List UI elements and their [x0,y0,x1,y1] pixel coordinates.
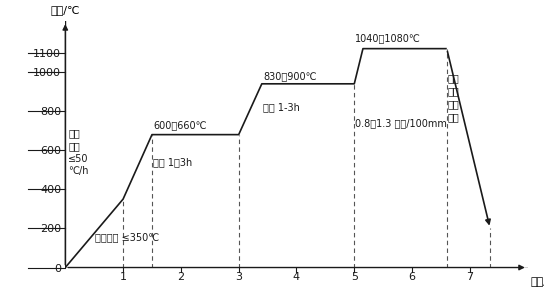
Text: 时间/h: 时间/h [530,276,544,286]
Text: 保温 1～3h: 保温 1～3h [153,157,193,167]
Text: 加热
速度
≤50
℃/h: 加热 速度 ≤50 ℃/h [68,128,89,176]
Text: 1040～1080℃: 1040～1080℃ [355,33,421,43]
Text: 入炉温度 ≤350℃: 入炉温度 ≤350℃ [95,232,159,242]
Text: 0.8～1.3 小时/100mm: 0.8～1.3 小时/100mm [355,118,447,128]
Text: 出炉
低温
快速
水冷: 出炉 低温 快速 水冷 [448,73,460,122]
Text: 温度/℃: 温度/℃ [51,5,81,16]
Text: 保温 1-3h: 保温 1-3h [263,102,300,112]
Text: 830～900℃: 830～900℃ [263,71,317,81]
Text: 600～660℃: 600～660℃ [153,120,207,130]
